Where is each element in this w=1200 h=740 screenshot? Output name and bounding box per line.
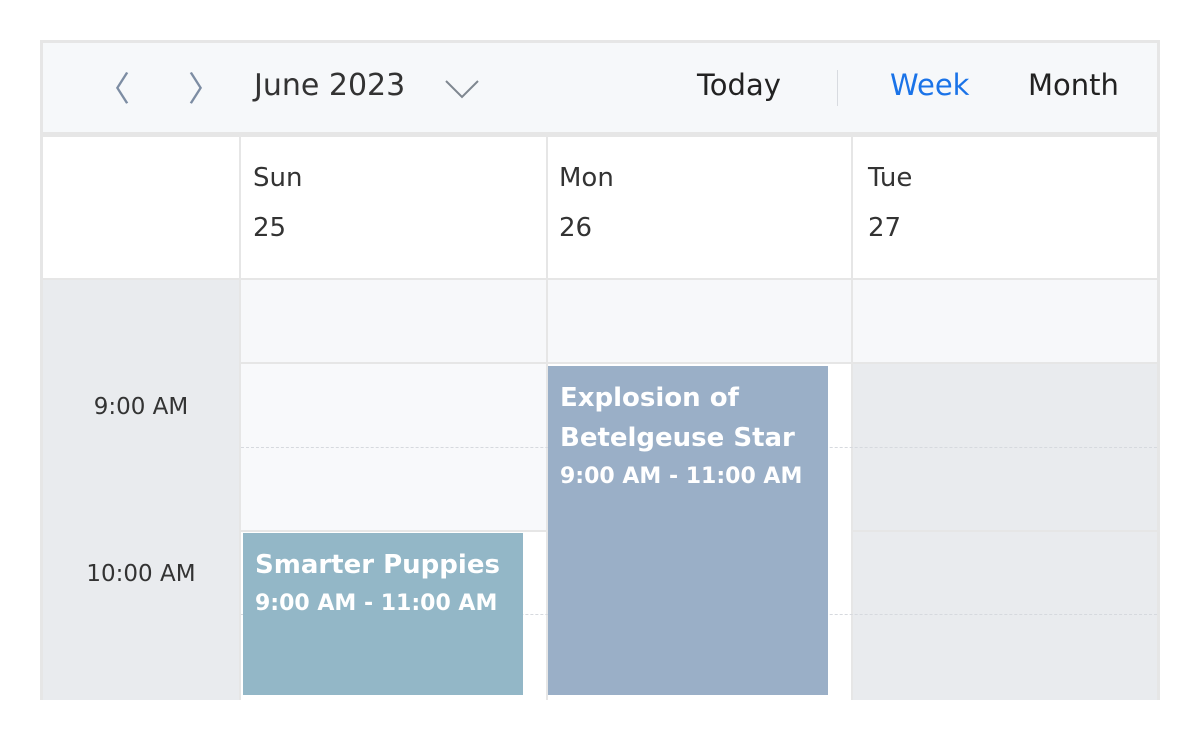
time-label: 9:00 AM <box>93 394 189 420</box>
day-header-sun[interactable]: Sun 25 <box>241 137 546 278</box>
day-number: 27 <box>868 213 902 243</box>
day-header-tue[interactable]: Tue 27 <box>853 137 1157 278</box>
week-view-button[interactable]: Week <box>890 68 970 102</box>
day-name: Tue <box>868 163 913 193</box>
event-time: 9:00 AM - 11:00 AM <box>560 464 803 489</box>
toolbar-divider <box>837 70 838 106</box>
slot-tue-10am[interactable] <box>853 532 1157 700</box>
day-header-mon[interactable]: Mon 26 <box>548 137 851 278</box>
event-explosion-of-betelgeuse-star[interactable]: Explosion of Betelgeuse Star 9:00 AM - 1… <box>548 366 828 695</box>
day-number: 26 <box>559 213 593 243</box>
chevron-right-icon[interactable]: 〉 <box>188 70 222 110</box>
allday-cell-mon[interactable] <box>548 280 851 362</box>
month-view-button[interactable]: Month <box>1028 68 1119 102</box>
current-period-title[interactable]: June 2023 <box>254 68 406 103</box>
allday-cell-tue[interactable] <box>853 280 1157 362</box>
day-name: Mon <box>559 163 614 193</box>
event-time: 9:00 AM - 11:00 AM <box>255 591 498 616</box>
event-title: Smarter Puppies <box>255 550 500 580</box>
chevron-left-icon[interactable]: 〈 <box>96 70 130 110</box>
header-corner <box>43 137 239 278</box>
day-name: Sun <box>253 163 303 193</box>
today-button[interactable]: Today <box>697 68 781 102</box>
day-number: 25 <box>253 213 287 243</box>
calendar-toolbar <box>43 43 1157 132</box>
event-smarter-puppies[interactable]: Smarter Puppies 9:00 AM - 11:00 AM <box>243 533 523 695</box>
time-label: 10:00 AM <box>86 561 196 587</box>
allday-cell-sun[interactable] <box>241 280 546 362</box>
chevron-down-icon[interactable] <box>444 78 480 100</box>
event-title: Explosion of Betelgeuse Star <box>560 383 795 453</box>
time-gutter <box>43 280 239 700</box>
